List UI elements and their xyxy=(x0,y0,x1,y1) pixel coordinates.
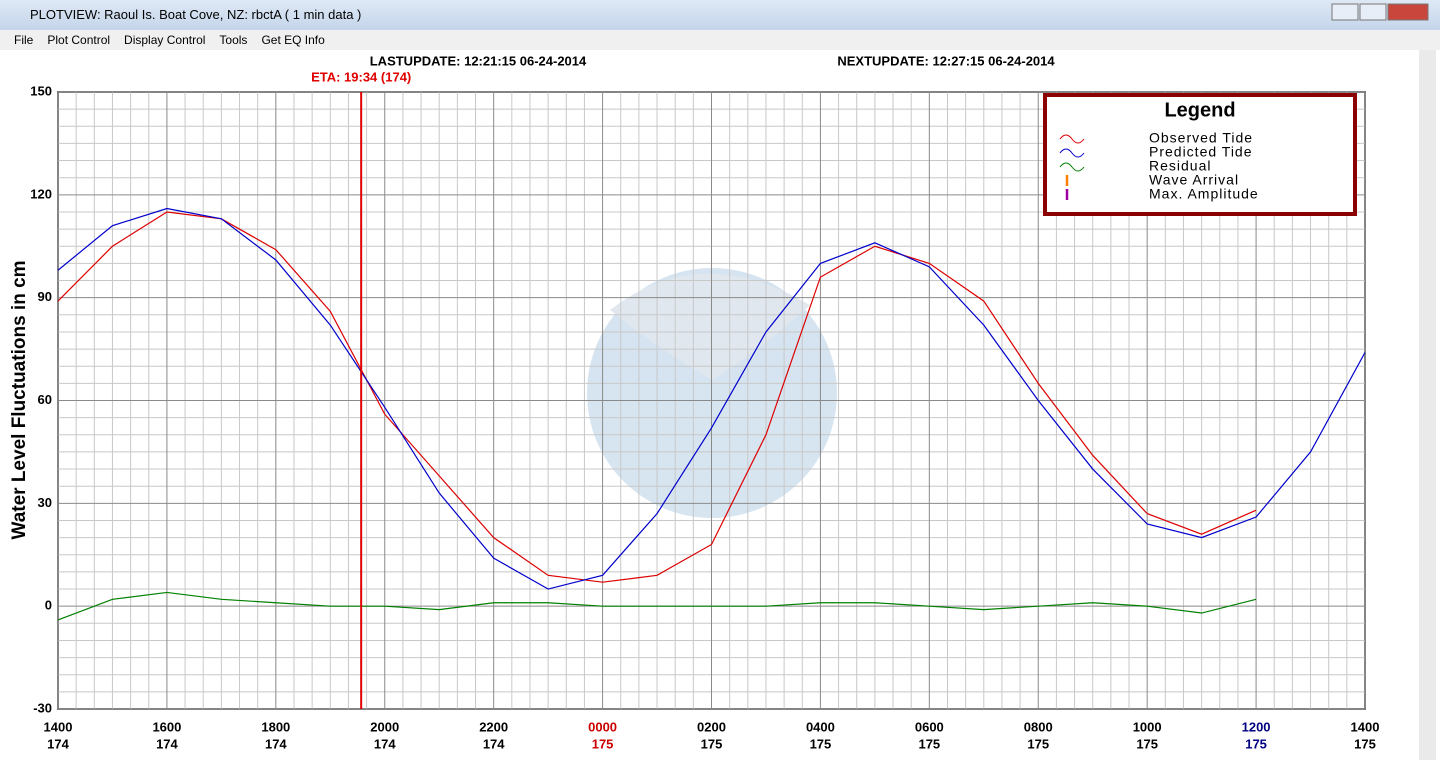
y-tick-label: 60 xyxy=(38,392,52,407)
title-bar: PLOTVIEW: Raoul Is. Boat Cove, NZ: rbctA… xyxy=(0,0,1440,30)
x-tick-label: 0000 xyxy=(588,719,617,734)
x-tick-day: 175 xyxy=(1245,736,1267,751)
legend-symbol xyxy=(1059,148,1085,158)
x-tick-label: 1400 xyxy=(1351,719,1380,734)
x-tick-day: 175 xyxy=(1027,736,1049,751)
series-line xyxy=(57,207,1366,590)
menu-item[interactable]: Tools xyxy=(219,33,248,47)
x-tick-day: 175 xyxy=(1354,736,1376,751)
menu-item[interactable]: Get EQ Info xyxy=(261,33,325,47)
y-tick-label: 30 xyxy=(38,495,52,510)
menu-item[interactable]: File xyxy=(14,33,34,47)
y-tick-label: 90 xyxy=(38,289,52,304)
x-tick-label: 0600 xyxy=(915,719,944,734)
legend-entry: Predicted Tide xyxy=(1149,144,1253,160)
legend-symbol xyxy=(1059,162,1085,172)
x-tick-day: 175 xyxy=(592,736,614,751)
x-tick-label: 1000 xyxy=(1133,719,1162,734)
menu-bar: File Plot Control Display Control Tools Get … xyxy=(0,30,1440,50)
x-tick-label: 1200 xyxy=(1242,719,1271,734)
x-tick-day: 174 xyxy=(156,736,178,751)
last-update: LASTUPDATE: 12:21:15 06-24-2014 xyxy=(370,53,587,68)
series-line xyxy=(57,211,1257,583)
scrollbar[interactable] xyxy=(1419,50,1436,760)
series-line xyxy=(57,591,1257,621)
x-tick-label: 0800 xyxy=(1024,719,1053,734)
eta-label: ETA: 19:34 (174) xyxy=(311,69,411,84)
legend-box xyxy=(1043,93,1357,216)
legend-entry: Wave Arrival xyxy=(1149,172,1239,188)
legend-entry: Observed Tide xyxy=(1149,130,1253,146)
window-buttons[interactable] xyxy=(1330,2,1430,24)
next-update: NEXTUPDATE: 12:27:15 06-24-2014 xyxy=(837,53,1055,68)
x-tick-day: 174 xyxy=(47,736,69,751)
x-tick-label: 1600 xyxy=(152,719,181,734)
y-axis-label: Water Level Fluctuations in cm xyxy=(9,260,30,539)
y-tick-label: -30 xyxy=(33,700,52,715)
x-tick-day: 175 xyxy=(918,736,940,751)
x-tick-label: 1800 xyxy=(261,719,290,734)
chart: LASTUPDATE: 12:21:15 06-24-2014 NEXTUPDA… xyxy=(9,53,1380,751)
y-tick-label: 0 xyxy=(45,598,52,613)
x-tick-label: 2000 xyxy=(370,719,399,734)
x-tick-day: 174 xyxy=(265,736,287,751)
x-tick-day: 175 xyxy=(810,736,832,751)
x-tick-day: 175 xyxy=(701,736,723,751)
x-tick-label: 0400 xyxy=(806,719,835,734)
x-tick-day: 174 xyxy=(483,736,505,751)
y-tick-label: 150 xyxy=(30,83,52,98)
window-title: PLOTVIEW: Raoul Is. Boat Cove, NZ: rbctA… xyxy=(30,7,362,22)
menu-item[interactable]: Display Control xyxy=(124,33,206,47)
legend-entry: Residual xyxy=(1149,158,1211,174)
x-tick-day: 174 xyxy=(374,736,396,751)
menu-item[interactable]: Plot Control xyxy=(47,33,111,47)
legend-symbol xyxy=(1059,134,1085,144)
x-tick-label: 0200 xyxy=(697,719,726,734)
x-tick-label: 2200 xyxy=(479,719,508,734)
x-tick-label: 1400 xyxy=(44,719,73,734)
x-tick-day: 175 xyxy=(1136,736,1158,751)
y-tick-label: 120 xyxy=(30,186,52,201)
legend-title: Legend xyxy=(1164,99,1235,121)
legend-entry: Max. Amplitude xyxy=(1149,186,1259,202)
